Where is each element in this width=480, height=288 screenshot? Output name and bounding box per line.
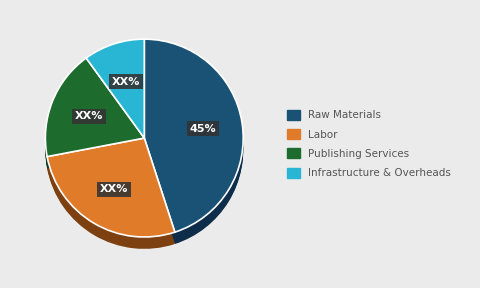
- Wedge shape: [45, 60, 144, 159]
- Wedge shape: [144, 43, 243, 236]
- Wedge shape: [144, 50, 243, 243]
- Wedge shape: [45, 65, 144, 164]
- Wedge shape: [47, 149, 175, 248]
- Wedge shape: [47, 139, 175, 238]
- Wedge shape: [45, 68, 144, 166]
- Wedge shape: [86, 49, 144, 148]
- Wedge shape: [144, 41, 243, 234]
- Wedge shape: [144, 44, 243, 237]
- Wedge shape: [47, 141, 175, 240]
- Wedge shape: [47, 140, 175, 239]
- Wedge shape: [47, 142, 175, 241]
- Wedge shape: [45, 70, 144, 168]
- Wedge shape: [86, 46, 144, 145]
- Wedge shape: [144, 40, 243, 233]
- Wedge shape: [45, 63, 144, 162]
- Wedge shape: [144, 42, 243, 235]
- Wedge shape: [144, 49, 243, 242]
- Wedge shape: [45, 69, 144, 168]
- Wedge shape: [45, 64, 144, 162]
- Wedge shape: [45, 67, 144, 166]
- Wedge shape: [144, 39, 243, 232]
- Wedge shape: [47, 148, 175, 247]
- Wedge shape: [86, 50, 144, 149]
- Wedge shape: [45, 61, 144, 160]
- Wedge shape: [144, 46, 243, 239]
- Text: XX%: XX%: [75, 111, 103, 121]
- Wedge shape: [45, 59, 144, 158]
- Wedge shape: [144, 48, 243, 241]
- Wedge shape: [144, 51, 243, 244]
- Legend: Raw Materials, Labor, Publishing Services, Infrastructure & Overheads: Raw Materials, Labor, Publishing Service…: [284, 107, 453, 181]
- Text: 45%: 45%: [189, 124, 216, 134]
- Wedge shape: [45, 66, 144, 164]
- Wedge shape: [86, 45, 144, 144]
- Wedge shape: [86, 42, 144, 141]
- Wedge shape: [86, 48, 144, 147]
- Wedge shape: [47, 143, 175, 242]
- Wedge shape: [45, 62, 144, 160]
- Wedge shape: [47, 150, 175, 249]
- Wedge shape: [86, 41, 144, 140]
- Wedge shape: [86, 39, 144, 138]
- Wedge shape: [86, 44, 144, 143]
- Wedge shape: [144, 47, 243, 240]
- Text: XX%: XX%: [100, 184, 128, 194]
- Wedge shape: [47, 145, 175, 244]
- Wedge shape: [47, 147, 175, 246]
- Wedge shape: [47, 138, 175, 237]
- Wedge shape: [86, 40, 144, 139]
- Wedge shape: [144, 45, 243, 238]
- Wedge shape: [47, 146, 175, 245]
- Wedge shape: [47, 144, 175, 243]
- Wedge shape: [86, 47, 144, 146]
- Wedge shape: [86, 43, 144, 142]
- Wedge shape: [45, 58, 144, 157]
- Text: XX%: XX%: [111, 77, 140, 87]
- Wedge shape: [86, 51, 144, 150]
